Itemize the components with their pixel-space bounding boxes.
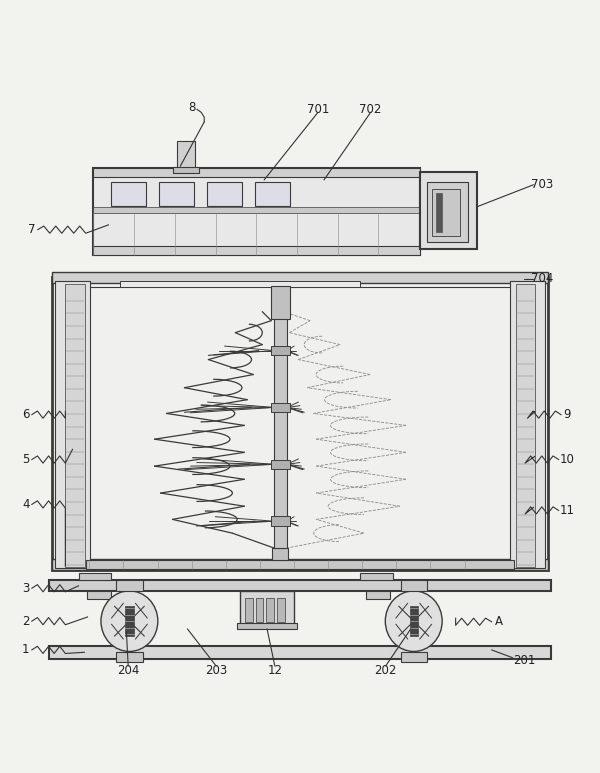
Bar: [240, 591, 294, 626]
Text: 4: 4: [22, 498, 29, 511]
Bar: [515, 284, 535, 567]
Bar: [65, 284, 85, 567]
Bar: [88, 591, 112, 599]
Bar: [94, 246, 420, 255]
Bar: [237, 623, 297, 629]
Text: 7: 7: [28, 223, 35, 237]
Bar: [94, 168, 420, 177]
Text: 202: 202: [374, 664, 397, 676]
Bar: [277, 598, 285, 621]
Text: 204: 204: [117, 664, 139, 676]
Text: 701: 701: [307, 103, 329, 116]
Bar: [52, 560, 548, 570]
Bar: [271, 346, 290, 356]
Bar: [366, 591, 390, 599]
Bar: [52, 277, 548, 570]
Bar: [271, 403, 290, 412]
Bar: [116, 652, 143, 662]
Bar: [94, 207, 420, 213]
Bar: [255, 182, 290, 206]
Bar: [410, 606, 418, 636]
Text: 203: 203: [205, 664, 227, 676]
Text: 704: 704: [531, 272, 554, 285]
Bar: [125, 606, 134, 636]
Text: 1: 1: [22, 643, 29, 656]
Ellipse shape: [385, 591, 442, 652]
Bar: [274, 318, 287, 548]
Bar: [272, 548, 288, 560]
Text: 702: 702: [359, 103, 382, 116]
Bar: [177, 141, 195, 170]
Bar: [121, 281, 360, 287]
Bar: [266, 598, 274, 621]
Text: 9: 9: [563, 408, 571, 421]
Bar: [173, 168, 199, 173]
Bar: [112, 182, 146, 206]
Text: 2: 2: [22, 615, 29, 628]
Bar: [55, 281, 91, 568]
Bar: [160, 182, 194, 206]
Bar: [256, 598, 263, 621]
Bar: [271, 516, 290, 526]
Text: 5: 5: [22, 453, 29, 466]
Bar: [420, 172, 476, 249]
Bar: [360, 574, 393, 581]
Bar: [245, 598, 253, 621]
Bar: [49, 581, 551, 591]
Bar: [436, 193, 442, 232]
Bar: [94, 168, 420, 255]
Bar: [509, 281, 545, 568]
Bar: [427, 182, 467, 242]
Text: 6: 6: [22, 408, 29, 421]
Bar: [271, 286, 290, 318]
Text: 10: 10: [560, 453, 574, 466]
Bar: [52, 272, 548, 283]
Bar: [401, 652, 427, 662]
Bar: [116, 580, 143, 591]
Text: 201: 201: [513, 654, 536, 667]
Bar: [207, 182, 242, 206]
Bar: [86, 560, 514, 569]
Bar: [271, 459, 290, 469]
Text: 8: 8: [188, 101, 196, 114]
Text: 703: 703: [532, 179, 554, 191]
Text: 12: 12: [268, 664, 283, 676]
Bar: [49, 645, 551, 659]
Text: A: A: [496, 615, 503, 628]
Bar: [431, 189, 460, 236]
Bar: [79, 574, 112, 581]
Text: 3: 3: [22, 582, 29, 594]
Bar: [64, 287, 536, 563]
Text: 11: 11: [559, 504, 574, 517]
Bar: [401, 580, 427, 591]
Ellipse shape: [101, 591, 158, 652]
